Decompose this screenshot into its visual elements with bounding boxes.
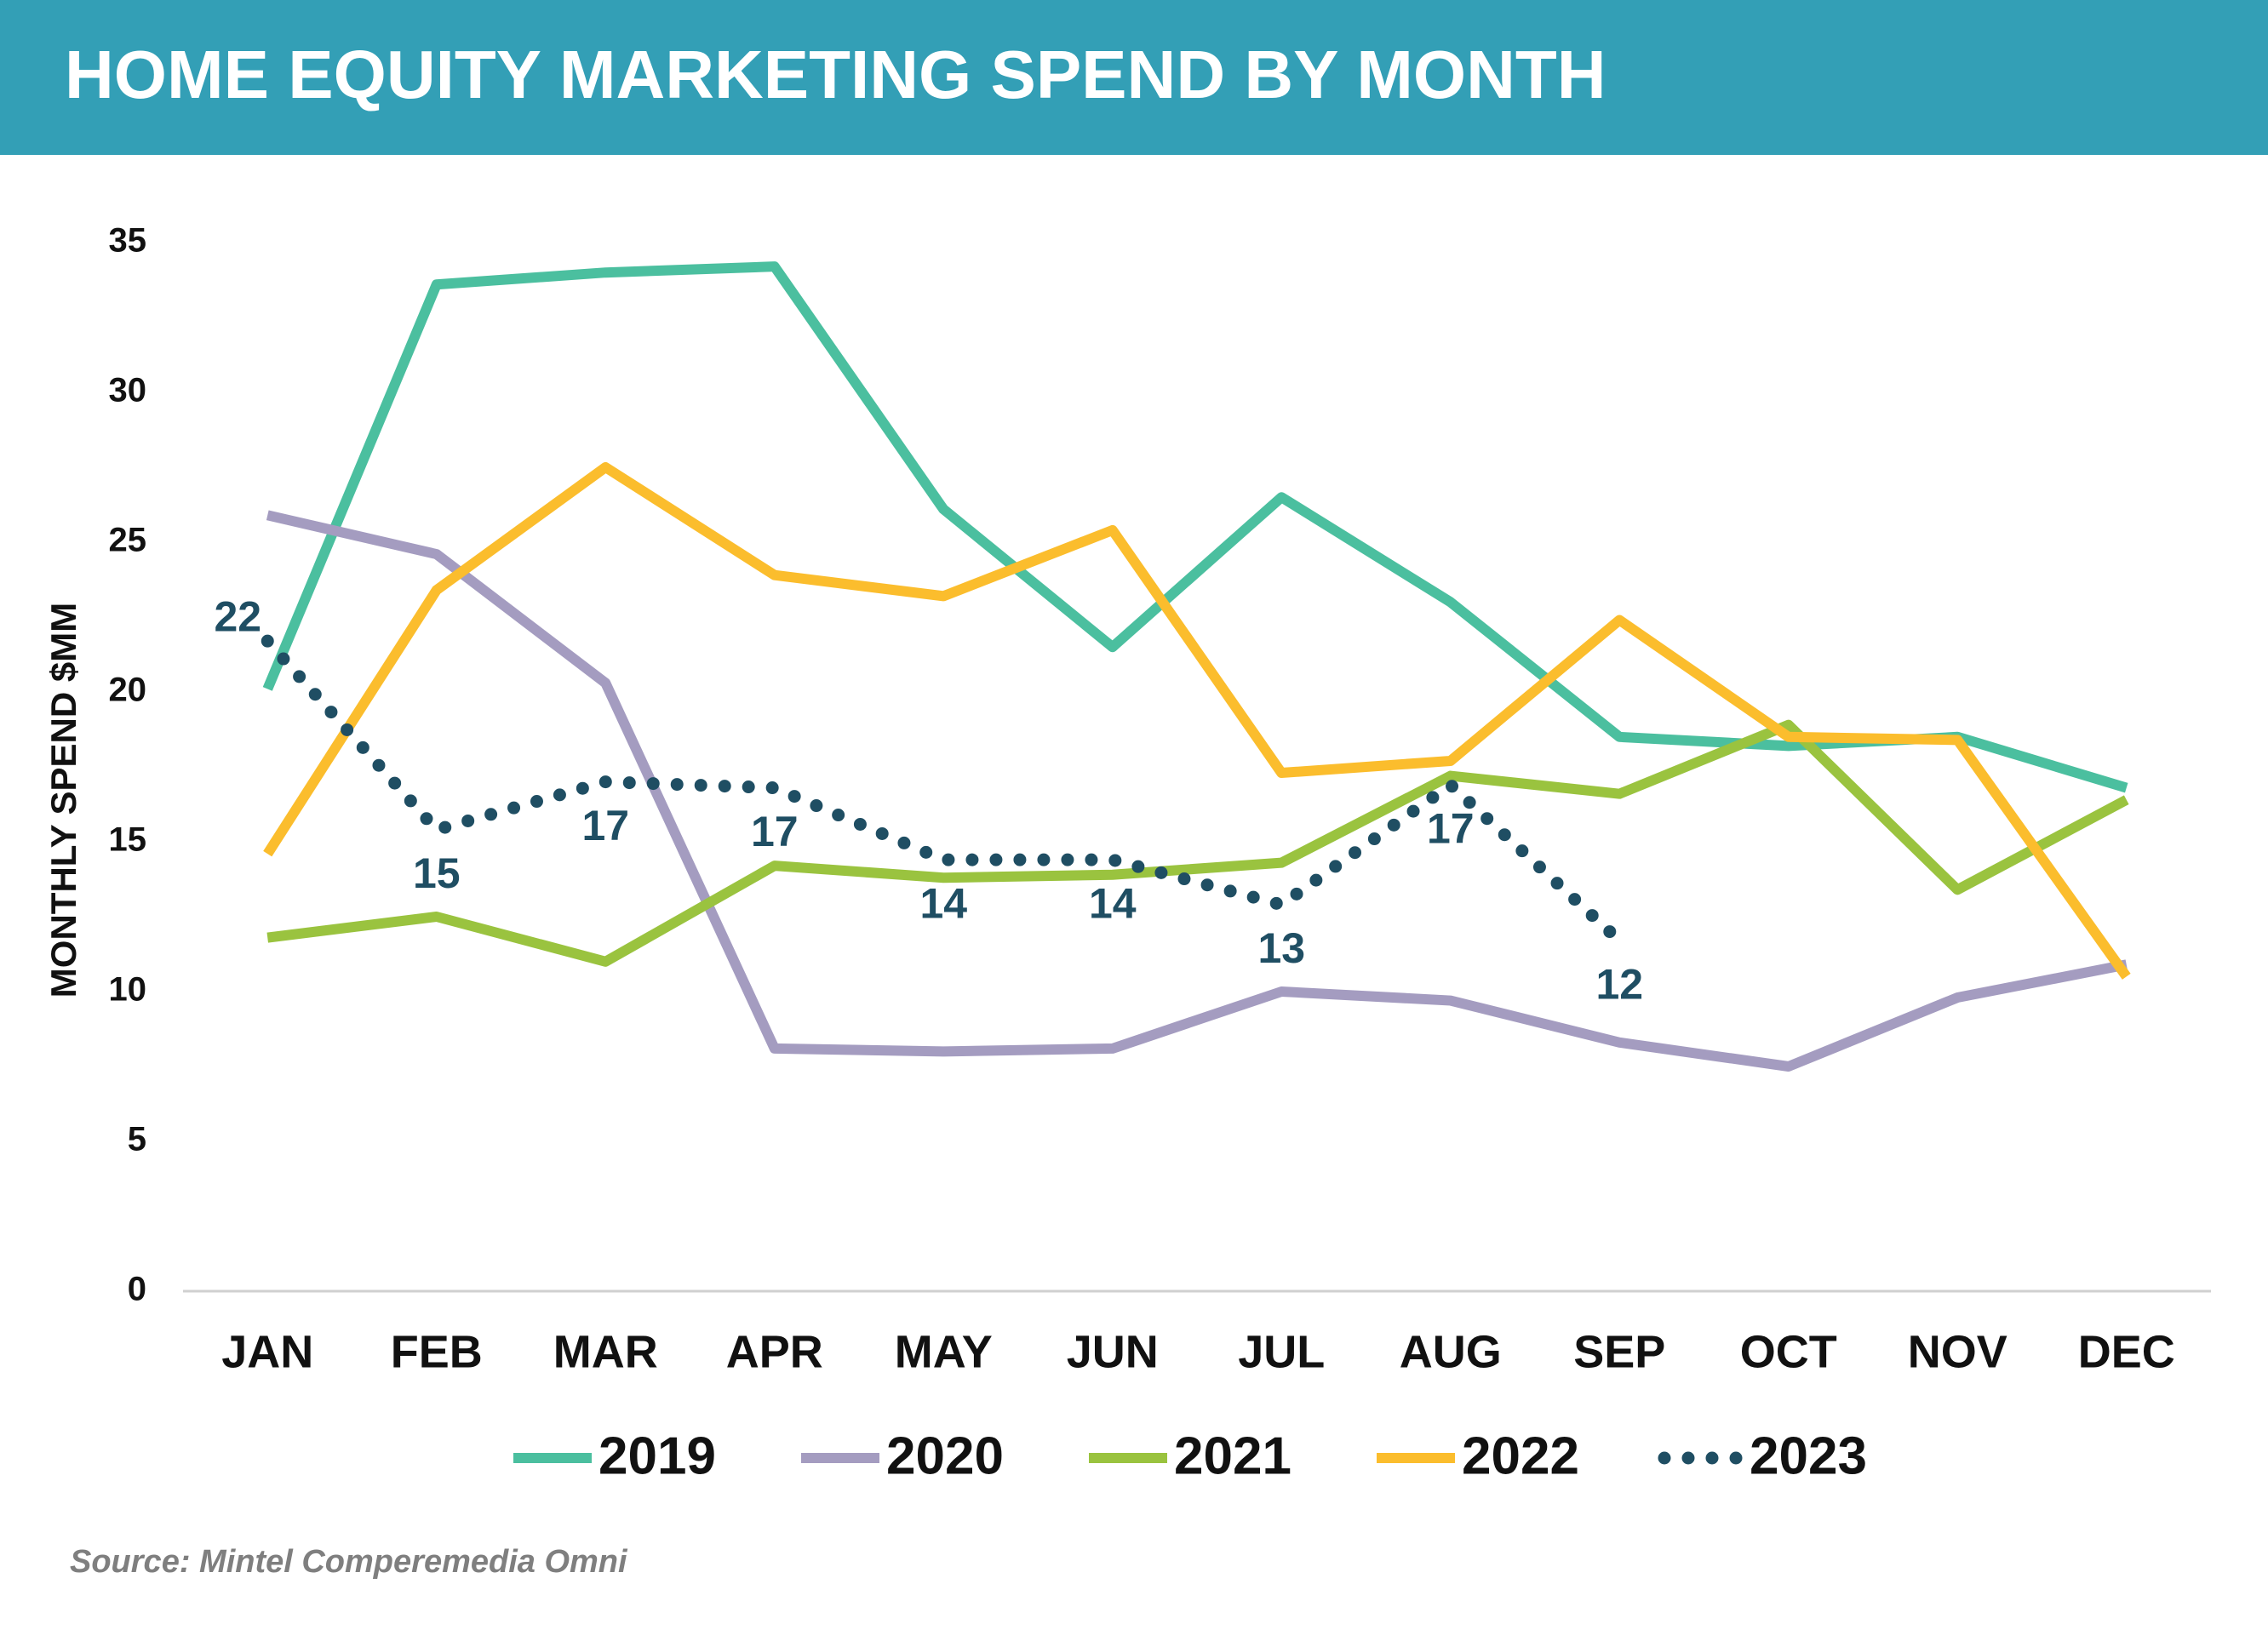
- data-label: 17: [751, 808, 799, 855]
- data-label: 17: [581, 802, 629, 849]
- y-tick-label: 0: [128, 1271, 146, 1308]
- x-tick-label: NOV: [1908, 1326, 2007, 1377]
- x-tick-label: OCT: [1740, 1326, 1837, 1377]
- y-tick-label: 30: [109, 372, 147, 409]
- data-label: 12: [1595, 960, 1643, 1008]
- y-tick-label: 10: [109, 971, 147, 1009]
- x-tick-label: MAR: [553, 1326, 658, 1377]
- y-tick-label: 25: [109, 522, 147, 559]
- y-axis-label: MONTHLY SPEND $MM: [43, 603, 83, 998]
- y-tick-label: 35: [109, 222, 147, 260]
- y-tick-label: 20: [109, 672, 147, 709]
- legend-label: 2022: [1462, 1427, 1579, 1485]
- x-tick-label: DEC: [2078, 1326, 2175, 1377]
- series-line: [261, 634, 1626, 947]
- series-line: [266, 719, 2129, 967]
- data-label: 13: [1257, 924, 1305, 972]
- x-tick-label: JUN: [1067, 1326, 1159, 1377]
- legend-label: 2021: [1174, 1427, 1292, 1485]
- series-line: [263, 462, 2131, 980]
- x-tick-label: JUL: [1238, 1326, 1325, 1377]
- data-label: 15: [413, 849, 461, 897]
- x-tick-label: FEB: [391, 1326, 483, 1377]
- x-tick-label: MAY: [895, 1326, 993, 1377]
- legend-label: 2020: [886, 1427, 1004, 1485]
- data-label: 14: [919, 879, 967, 927]
- legend-label: 2023: [1750, 1427, 1867, 1485]
- x-tick-label: AUG: [1400, 1326, 1502, 1377]
- data-label: 14: [1089, 879, 1137, 927]
- x-tick-label: APR: [726, 1326, 823, 1377]
- series-line: [262, 261, 2128, 793]
- series-line: [266, 510, 2128, 1072]
- header-band: [0, 0, 2268, 155]
- data-label: 17: [1427, 804, 1475, 852]
- y-tick-label: 15: [109, 821, 147, 859]
- chart-title: HOME EQUITY MARKETING SPEND BY MONTH: [65, 37, 1606, 112]
- x-tick-label: SEP: [1573, 1326, 1665, 1377]
- source-note: Source: Mintel Comperemedia Omni: [70, 1544, 628, 1580]
- x-tick-label: JAN: [221, 1326, 313, 1377]
- legend-label: 2019: [598, 1427, 716, 1485]
- data-label: 22: [214, 592, 261, 640]
- y-tick-label: 5: [128, 1121, 146, 1158]
